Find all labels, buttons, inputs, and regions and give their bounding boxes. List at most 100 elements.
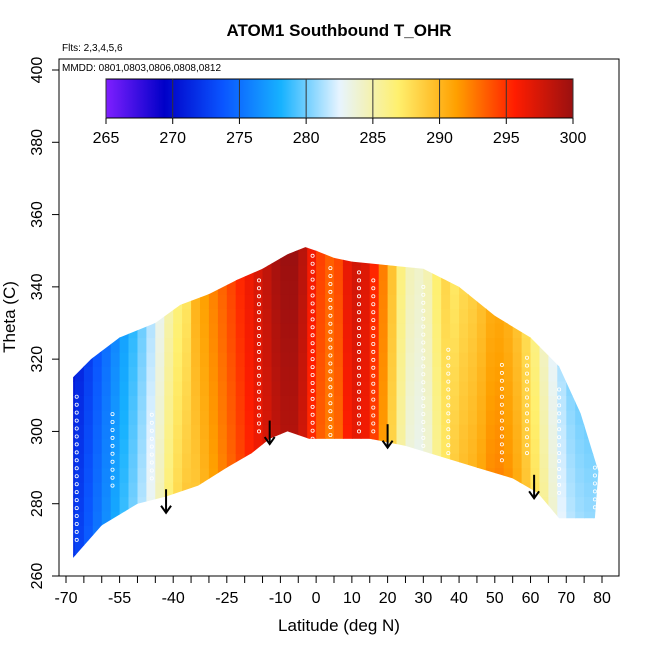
heatmap-cell (83, 554, 94, 558)
heatmap-cell (566, 496, 576, 512)
heatmap-cell (468, 424, 478, 440)
heatmap-cell (593, 279, 599, 295)
heatmap-cell (307, 525, 317, 541)
heatmap-cell (566, 337, 576, 353)
heatmap-cell (485, 395, 496, 411)
heatmap-cell (396, 279, 406, 295)
sample-point (256, 429, 261, 434)
heatmap-cell (494, 366, 505, 382)
heatmap-cell (476, 395, 487, 411)
heatmap-cell (468, 337, 478, 353)
heatmap-cell (73, 279, 76, 295)
sample-point (499, 362, 504, 367)
heatmap-cell (539, 351, 549, 367)
heatmap-cell (584, 294, 594, 310)
heatmap-cell (530, 453, 540, 469)
heatmap-cell (298, 366, 308, 382)
sample-point (328, 425, 333, 430)
heatmap-cell (539, 467, 549, 483)
sample-column (557, 387, 562, 495)
heatmap-cell (566, 482, 576, 498)
heatmap-cell (584, 554, 594, 558)
heatmap-cell (602, 453, 612, 468)
heatmap-cell (432, 438, 442, 454)
heatmap-cell (173, 366, 183, 382)
heatmap-cell (468, 467, 478, 483)
heatmap-cell (226, 496, 237, 512)
heatmap-cell (244, 366, 255, 382)
heatmap-cell (173, 323, 183, 339)
heatmap-cell (155, 438, 165, 454)
heatmap-cell (173, 395, 183, 411)
sample-point (371, 326, 376, 331)
heatmap-cell (530, 380, 540, 396)
heatmap-cell (289, 482, 299, 498)
heatmap-cell (289, 380, 299, 396)
heatmap-cell (557, 265, 567, 281)
heatmap-cell (289, 424, 299, 440)
heatmap-cell (128, 424, 138, 440)
heatmap-cell (334, 250, 344, 266)
heatmap-cell (494, 409, 505, 425)
heatmap-cell (235, 395, 246, 411)
heatmap-cell (441, 510, 451, 526)
heatmap-cell (83, 323, 94, 339)
heatmap-cell (262, 337, 272, 353)
heatmap-cell (378, 525, 389, 541)
heatmap-cell (146, 308, 156, 324)
heatmap-cell (146, 554, 156, 558)
heatmap-cell (494, 554, 505, 558)
heatmap-cell (521, 366, 532, 382)
heatmap-cell (342, 525, 353, 541)
heatmap-cell (262, 279, 272, 295)
heatmap-cell (530, 510, 540, 526)
heatmap-cell (342, 294, 353, 310)
sample-point (356, 365, 361, 370)
sample-point (356, 333, 361, 338)
heatmap-cell (235, 250, 246, 266)
heatmap-cell (575, 453, 585, 469)
heatmap-cell (325, 453, 335, 469)
heatmap-cell (200, 409, 210, 425)
heatmap-cell (530, 351, 540, 367)
heatmap-cell (575, 525, 585, 541)
heatmap-cell (128, 366, 138, 382)
sample-point (421, 443, 426, 448)
heatmap-cell (494, 539, 505, 555)
heatmap-cell (494, 323, 505, 339)
heatmap-cell (226, 279, 237, 295)
heatmap-cell (342, 438, 353, 454)
heatmap-cell (468, 279, 478, 295)
sample-point (356, 270, 361, 275)
heatmap-cell (119, 351, 130, 367)
colorbar-gradient (105, 78, 574, 119)
heatmap-cell (316, 294, 326, 310)
heatmap-cell (369, 539, 380, 555)
heatmap-cell (602, 236, 612, 251)
sample-point (310, 412, 315, 417)
heatmap-cell (539, 247, 549, 252)
heatmap-cell (155, 323, 165, 339)
heatmap-cell (423, 467, 433, 483)
heatmap-cell (155, 424, 165, 440)
sample-point (110, 475, 115, 480)
heatmap-cell (128, 510, 138, 526)
sample-point (328, 329, 333, 334)
heatmap-cell (575, 496, 585, 512)
heatmap-cell (539, 395, 549, 411)
heatmap-cell (548, 424, 558, 440)
heatmap-cell (334, 438, 344, 454)
sample-point (328, 321, 333, 326)
heatmap-cell (164, 409, 174, 425)
heatmap-cell (351, 510, 362, 526)
heatmap-cell (110, 467, 121, 483)
heatmap-cell (73, 395, 76, 411)
heatmap-cell (530, 409, 540, 425)
sample-point (371, 278, 376, 283)
sample-point (446, 419, 451, 424)
heatmap-cell (423, 279, 433, 295)
heatmap-cell (566, 453, 576, 469)
heatmap-cell (74, 351, 85, 367)
heatmap-cell (128, 539, 138, 555)
heatmap-cell (173, 539, 183, 555)
